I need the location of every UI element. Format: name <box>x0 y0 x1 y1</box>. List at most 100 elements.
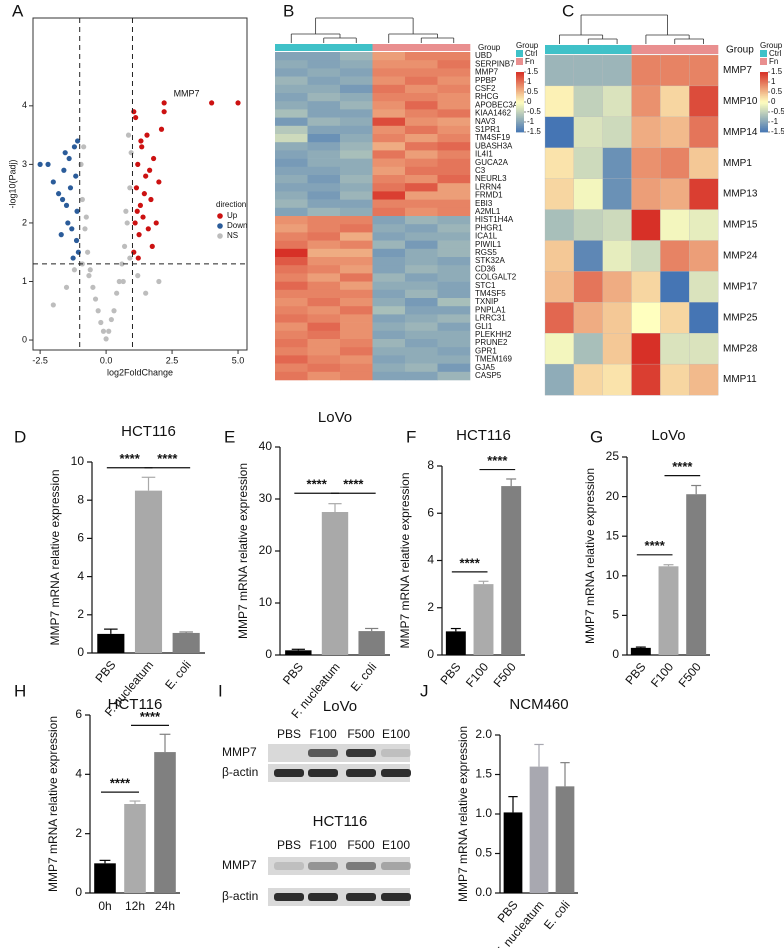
legend-label: Fn <box>525 57 534 66</box>
heatmap-cell <box>275 257 308 266</box>
heatmap-cell <box>437 191 471 200</box>
heatmap-cell <box>372 330 406 340</box>
data-point <box>124 220 130 226</box>
heatmap-cell <box>660 271 690 303</box>
plot-frame <box>32 17 248 351</box>
data-point <box>74 138 81 144</box>
row-label: β-actin <box>222 889 258 903</box>
data-point <box>61 167 67 173</box>
data-point <box>74 208 80 214</box>
row-label: MMP1 <box>723 158 752 169</box>
blot-band <box>308 893 338 901</box>
heatmap-cell <box>340 84 373 94</box>
heatmap-cell <box>602 116 632 149</box>
legend-label: Fn <box>769 57 778 66</box>
heatmap-cell <box>405 363 438 373</box>
heatmap-cell <box>437 183 471 192</box>
heatmap-cell <box>275 248 308 258</box>
heatmap-cell <box>372 183 406 192</box>
data-point <box>140 214 146 220</box>
blot-band <box>308 769 338 777</box>
heatmap-cell <box>372 347 406 356</box>
heatmap-cell <box>437 363 471 373</box>
row-label: TM4SF19 <box>475 133 511 142</box>
heatmap-cell <box>437 339 471 348</box>
heatmap-cell <box>340 191 373 200</box>
data-point <box>82 226 88 232</box>
data-point <box>132 220 138 226</box>
heatmap-cell <box>307 166 341 176</box>
heatmap-cell <box>437 68 471 77</box>
y-tick-label: 4 <box>22 100 27 110</box>
row-label: MMP17 <box>723 281 758 292</box>
color-scale <box>760 78 768 81</box>
heatmap-cell <box>372 240 406 250</box>
heatmap-cell <box>573 363 604 396</box>
heatmap-cell <box>307 339 341 348</box>
heatmap-cell <box>660 178 690 210</box>
heatmap-cell <box>689 54 719 87</box>
heatmap-cell <box>631 240 661 272</box>
data-point <box>87 267 93 273</box>
heatmap-cell <box>307 257 341 266</box>
bar <box>501 486 522 655</box>
bar <box>686 494 707 655</box>
heatmap-cell <box>307 240 341 250</box>
heatmap-cell <box>340 93 373 102</box>
y-tick-label: 0.5 <box>475 846 492 860</box>
x-tick-label: PBS <box>92 658 118 685</box>
heatmap-cell <box>340 273 373 282</box>
heatmap-cell <box>405 191 438 200</box>
color-scale <box>760 76 768 79</box>
legend-label: Ctrl <box>525 49 538 58</box>
data-point <box>144 132 150 138</box>
heatmap-cell <box>340 117 373 127</box>
heatmap-cell <box>437 322 471 332</box>
data-point <box>50 179 56 185</box>
lane-label: F100 <box>309 727 337 741</box>
heatmap-cell <box>437 134 471 143</box>
lane-label: F500 <box>347 727 375 741</box>
heatmap-cell <box>372 257 406 266</box>
row-label: CSF2 <box>475 84 496 93</box>
heatmap-cell <box>340 232 373 241</box>
blot-band <box>274 862 304 870</box>
panel-label: F <box>406 427 416 446</box>
legend-label: Down <box>227 221 247 230</box>
row-label: TXNIP <box>475 297 499 306</box>
heatmap-cell <box>660 116 690 149</box>
color-scale <box>760 74 768 77</box>
row-label: PLEKHH2 <box>475 330 512 339</box>
heatmap-cell <box>307 101 341 110</box>
data-point <box>111 308 117 314</box>
heatmap-cell <box>307 314 341 323</box>
heatmap-cell <box>275 68 308 77</box>
heatmap-cell <box>405 93 438 102</box>
panel-label: I <box>218 681 223 700</box>
heatmap-cell <box>631 147 661 180</box>
heatmap-cell <box>437 101 471 110</box>
heatmap-cell <box>405 183 438 192</box>
data-point <box>85 249 91 255</box>
color-scale <box>516 76 524 79</box>
legend-title: direction <box>216 200 246 209</box>
heatmap-cell <box>602 147 632 180</box>
panel-label: J <box>420 681 429 700</box>
row-label: GLI1 <box>475 322 493 331</box>
data-point <box>161 109 167 115</box>
bar <box>134 490 163 653</box>
heatmap-cell <box>405 175 438 184</box>
heatmap-cell <box>631 271 661 303</box>
heatmap-cell <box>437 150 471 159</box>
heatmap-cell <box>631 85 661 118</box>
heatmap-cell <box>602 54 632 87</box>
color-scale-label: 1 <box>771 77 776 86</box>
lane-label: F500 <box>347 838 375 852</box>
data-point <box>95 308 101 314</box>
heatmap-cell <box>544 302 575 334</box>
heatmap-cell <box>372 339 406 348</box>
heatmap-cell <box>307 371 341 381</box>
group-cell <box>660 45 690 54</box>
x-tick-label: PBS <box>280 660 306 687</box>
data-point <box>106 328 112 334</box>
